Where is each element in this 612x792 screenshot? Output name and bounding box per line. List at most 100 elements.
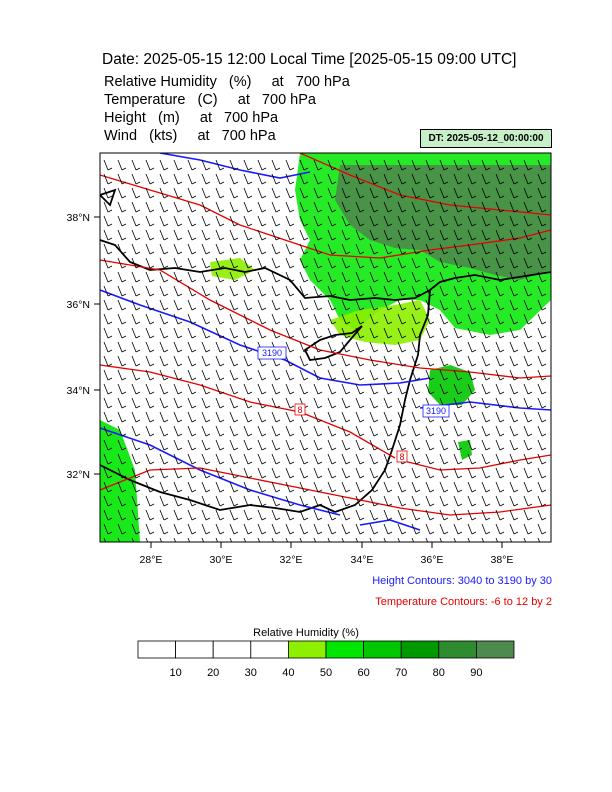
wind-barb [187, 159, 197, 171]
wind-barb [341, 159, 351, 171]
wind-barb [117, 285, 127, 297]
wind-barb [103, 173, 113, 185]
wind-barb [411, 383, 421, 395]
wind-barb [313, 425, 323, 437]
wind-barb [537, 327, 547, 339]
wind-barb [383, 243, 393, 255]
wind-barb [201, 173, 211, 185]
wind-barb [173, 313, 183, 325]
wind-barb [341, 537, 345, 542]
wind-barb [145, 537, 149, 542]
wind-barb [117, 355, 127, 367]
wind-barb [495, 509, 505, 521]
wind-barb [397, 299, 407, 311]
wind-barb [453, 425, 463, 437]
wind-barb [495, 215, 505, 227]
wind-barb [145, 495, 155, 507]
wind-barb [495, 411, 505, 423]
wind-barb [495, 467, 505, 479]
wind-barb [383, 509, 393, 521]
dt-label: DT: 2025-05-12_00:00:00 [420, 129, 552, 148]
wind-barb [131, 215, 141, 227]
wind-barb [411, 201, 421, 213]
wind-barb [271, 537, 275, 542]
wind-barb [145, 453, 155, 465]
wind-barbs [103, 159, 547, 542]
wind-barb [481, 439, 491, 451]
wind-barb [453, 397, 463, 409]
wind-barb [229, 439, 239, 451]
wind-barb [215, 173, 225, 185]
wind-barb [313, 173, 323, 185]
wind-barb [201, 481, 211, 493]
wind-barb [495, 313, 505, 325]
wind-barb [131, 397, 141, 409]
wind-barb [271, 481, 281, 493]
colorbar-swatch [175, 640, 214, 659]
wind-barb [103, 257, 113, 269]
wind-barb [271, 383, 281, 395]
wind-barb [383, 355, 393, 367]
wind-barb [229, 523, 239, 535]
wind-barb [509, 439, 519, 451]
wind-barb [271, 159, 281, 171]
colorbar-swatch [137, 640, 176, 659]
wind-barb [103, 355, 113, 367]
wind-barb [117, 509, 127, 521]
wind-barb [313, 327, 323, 339]
wind-barb [411, 159, 421, 171]
wind-barb [481, 187, 491, 199]
wind-barb [369, 201, 379, 213]
wind-barb [453, 495, 463, 507]
wind-barb [131, 285, 141, 297]
wind-barb [173, 341, 183, 353]
wind-barb [103, 229, 113, 241]
wind-barb [243, 495, 253, 507]
wind-barb [159, 285, 169, 297]
colorbar-title: Relative Humidity (%) [253, 627, 359, 639]
wind-barb [187, 425, 197, 437]
wind-barb [313, 383, 323, 395]
wind-barb [187, 495, 197, 507]
wind-barb [439, 229, 449, 241]
wind-barb [215, 327, 225, 339]
wind-barb [383, 369, 393, 381]
wind-barb [131, 495, 141, 507]
wind-barb [523, 201, 533, 213]
temperature-contour [299, 153, 551, 216]
wind-barb [537, 201, 547, 213]
wind-barb [159, 467, 169, 479]
wind-barb [173, 481, 183, 493]
wind-barb [481, 341, 491, 353]
wind-barb [271, 467, 281, 479]
wind-barb [299, 229, 309, 241]
wind-barb [467, 495, 477, 507]
wind-barb [229, 411, 239, 423]
wind-barb [439, 257, 449, 269]
wind-barb [159, 453, 169, 465]
wind-barb [425, 257, 435, 269]
wind-barb [341, 509, 351, 521]
wind-barb [173, 187, 183, 199]
wind-barb [467, 187, 477, 199]
wind-barb [299, 341, 309, 353]
wind-barb [159, 425, 169, 437]
wind-barb [383, 439, 393, 451]
wind-barb [159, 215, 169, 227]
wind-barb [523, 509, 533, 521]
wind-barb [257, 187, 267, 199]
wind-barb [425, 425, 435, 437]
wind-barb [467, 299, 477, 311]
wind-barb [383, 271, 393, 283]
wind-barb [383, 173, 393, 185]
wind-barb [131, 481, 141, 493]
wind-barb [509, 173, 519, 185]
wind-barb [397, 201, 407, 213]
wind-barb [187, 299, 197, 311]
wind-barb [467, 453, 477, 465]
wind-barb [145, 467, 155, 479]
wind-barb [299, 285, 309, 297]
wind-barb [215, 187, 225, 199]
wind-barb [495, 495, 505, 507]
wind-barb [187, 215, 197, 227]
